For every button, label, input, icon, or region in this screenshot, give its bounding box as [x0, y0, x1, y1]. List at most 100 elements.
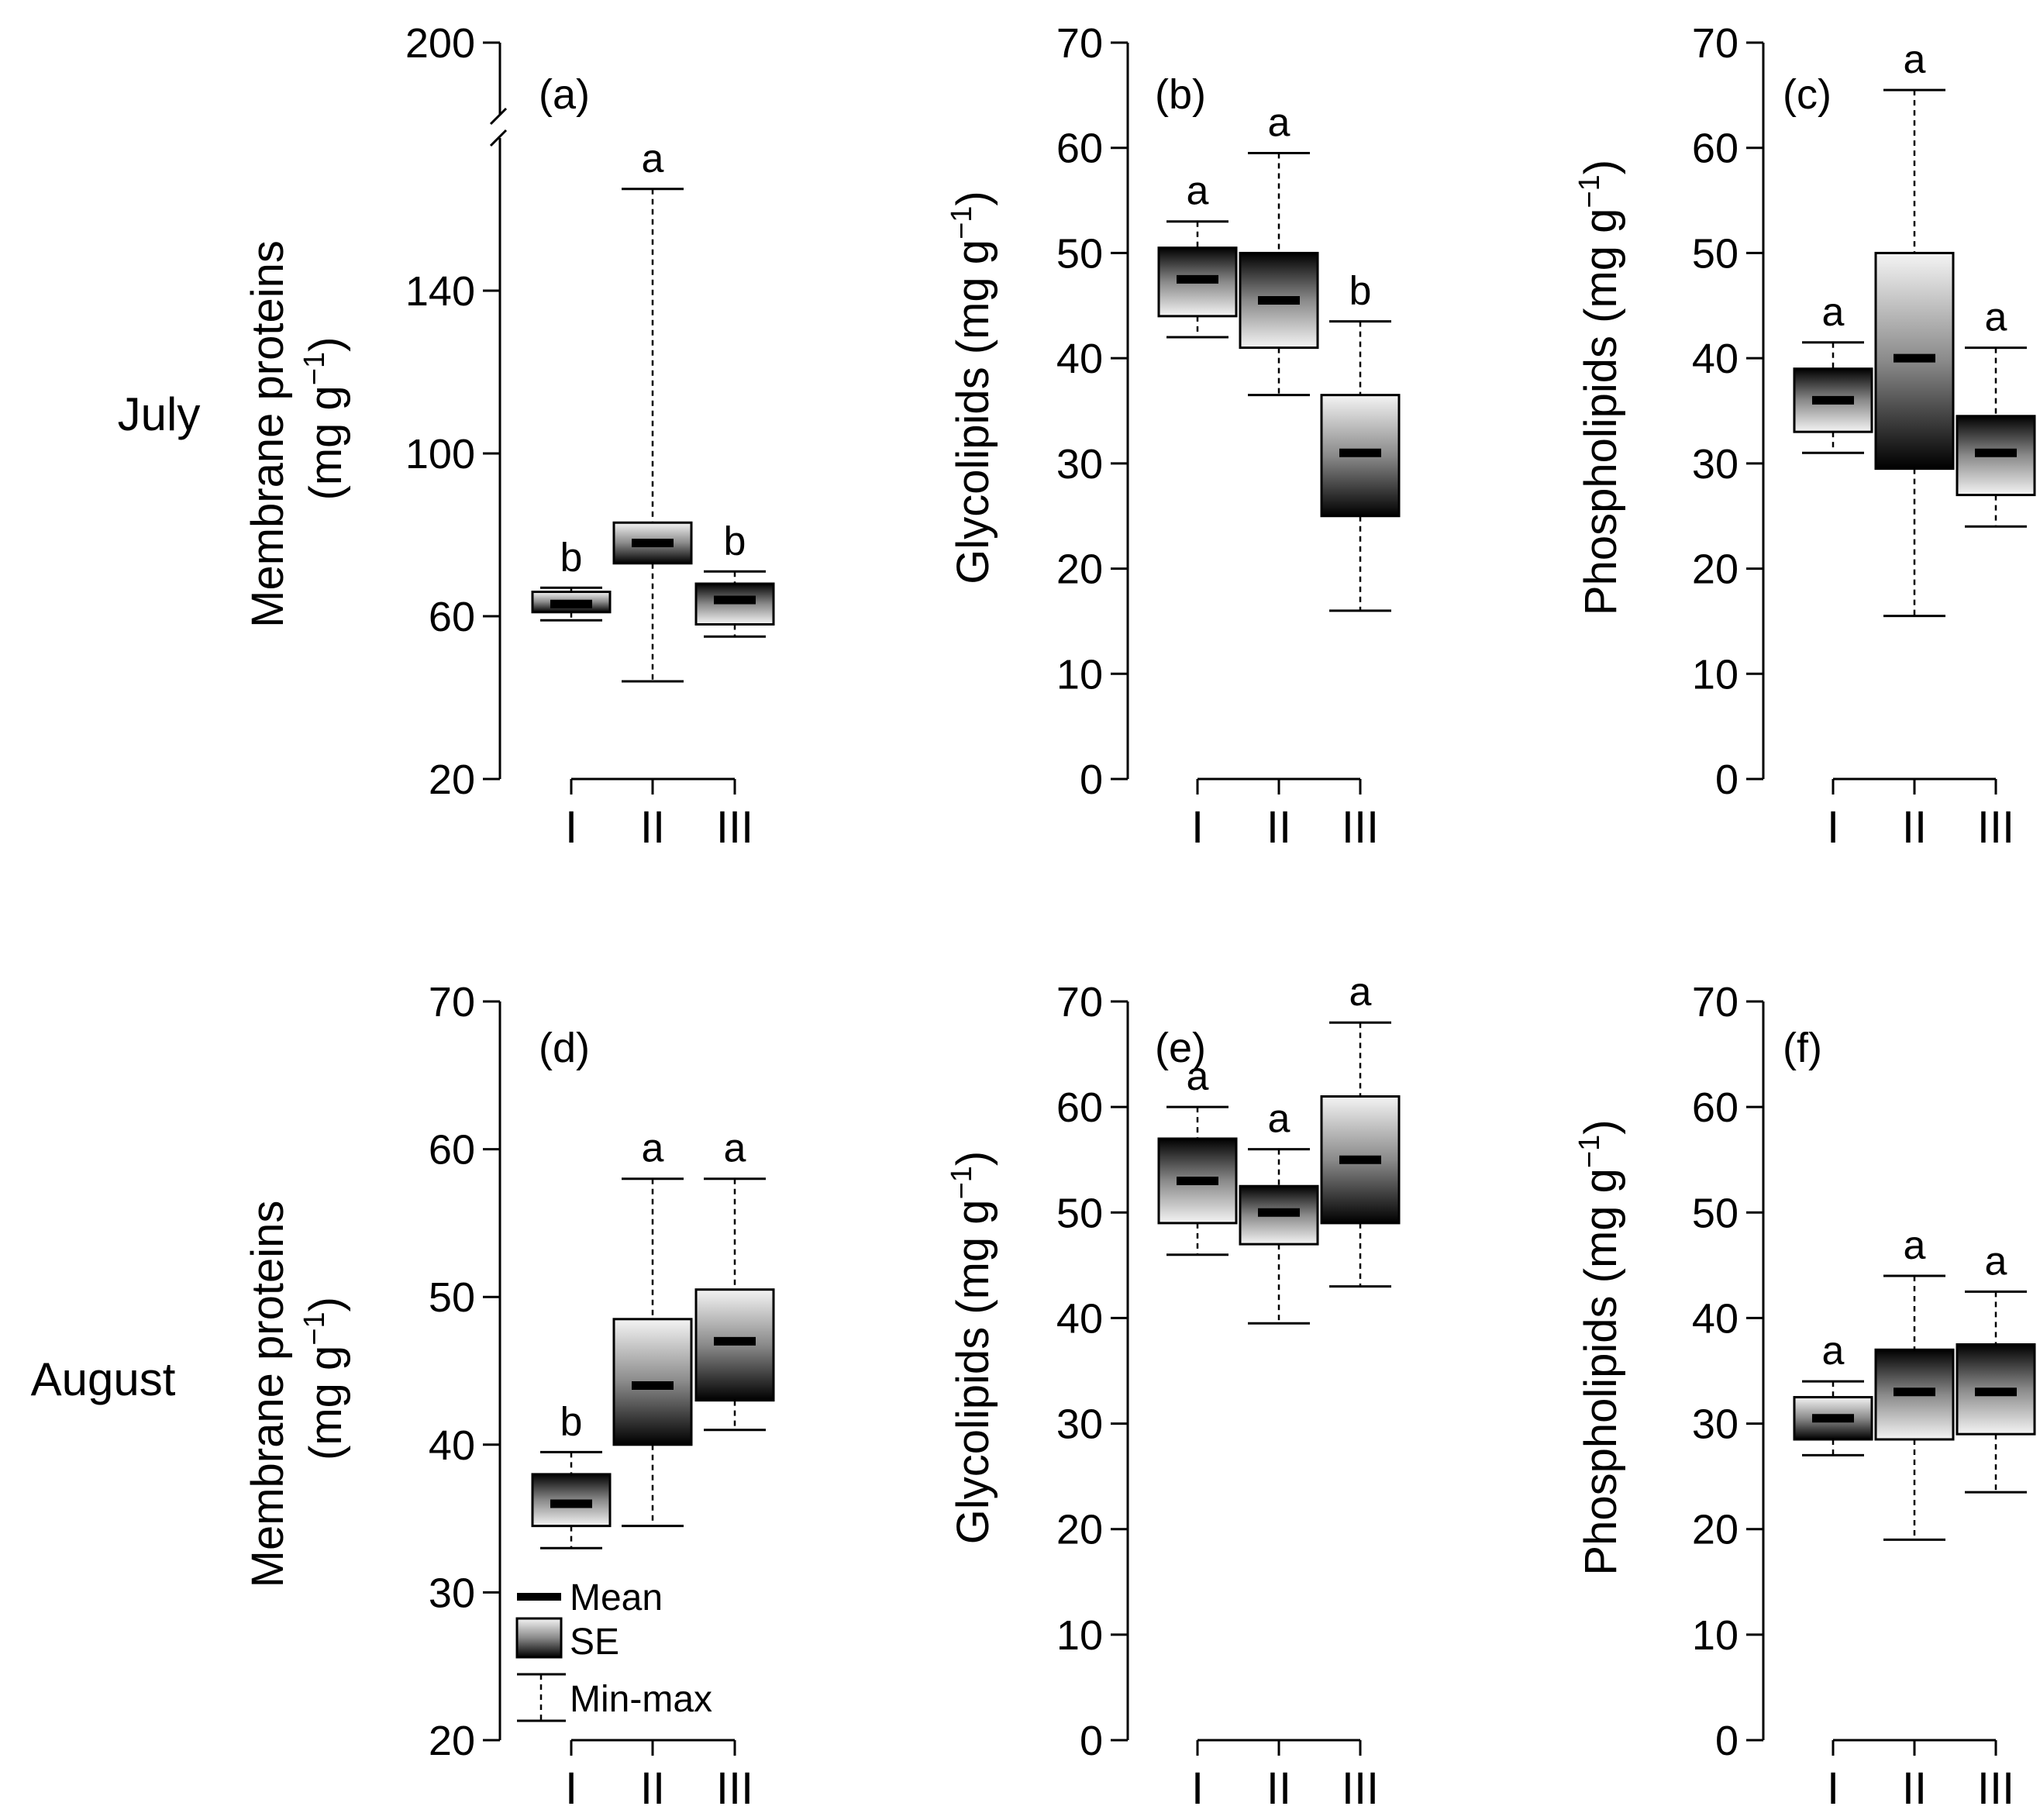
y-tick-label: 40 — [1692, 336, 1738, 382]
y-tick-label: 60 — [429, 1127, 475, 1174]
y-tick-label: 0 — [1080, 757, 1103, 803]
y-tick-label: 60 — [1056, 1084, 1103, 1131]
y-tick-label: 10 — [1692, 1612, 1738, 1659]
row-label-august: August — [31, 1353, 176, 1405]
x-tick-label: I — [1191, 802, 1204, 853]
box-III: a — [1956, 1239, 2036, 1494]
y-tick-label: 20 — [1692, 1507, 1738, 1553]
legend-se-swatch — [515, 1617, 563, 1659]
y-tick-label: 60 — [1056, 126, 1103, 172]
y-tick-label: 60 — [1692, 1084, 1738, 1131]
y-tick-label: 70 — [1692, 979, 1738, 1025]
y-axis-title: Membrane proteins — [243, 1201, 293, 1588]
y-tick-label: 50 — [1692, 1190, 1738, 1236]
y-tick-label: 0 — [1715, 757, 1738, 803]
box-III: a — [1320, 970, 1401, 1288]
x-tick-label: III — [716, 1763, 753, 1814]
panel-tag: (f) — [1783, 1025, 1822, 1071]
x-tick-label: II — [640, 1763, 665, 1814]
y-tick-label: 20 — [429, 1718, 475, 1764]
row-label-july: July — [118, 388, 201, 440]
box-I: a — [1157, 169, 1238, 339]
x-tick-label: III — [1342, 802, 1379, 853]
significance-letter: a — [1268, 1097, 1291, 1142]
y-tick-label: 20 — [1692, 546, 1738, 593]
x-tick-label: II — [1266, 1763, 1291, 1814]
box-III: a — [694, 1126, 775, 1432]
y-tick-label: 70 — [1056, 979, 1103, 1025]
se-box — [1320, 394, 1401, 518]
y-tick-label: 70 — [429, 979, 475, 1025]
y-tick-label: 70 — [1692, 20, 1738, 67]
box-II: a — [1874, 1223, 1955, 1541]
box-I: b — [531, 1399, 612, 1549]
y-tick-label: 40 — [1056, 336, 1103, 382]
legend-minmax-text: Min-max — [570, 1679, 712, 1720]
significance-letter: b — [724, 519, 746, 564]
y-tick-label: 40 — [429, 1422, 475, 1469]
box-II: a — [1874, 37, 1955, 618]
x-tick-label: III — [1977, 802, 2014, 853]
y-tick-label: 30 — [1692, 441, 1738, 488]
x-tick-label: II — [1902, 802, 1927, 853]
significance-letter: a — [1822, 290, 1845, 335]
significance-letter: b — [560, 535, 583, 580]
panel-tag: (a) — [539, 71, 590, 118]
y-axis-title: Glycolipids (mg g−1) — [946, 1151, 998, 1544]
box-I: a — [1793, 290, 1873, 454]
x-tick-label: I — [1827, 802, 1839, 853]
box-I: a — [1157, 1054, 1238, 1256]
se-box — [694, 1288, 775, 1402]
y-tick-label: 60 — [1692, 126, 1738, 172]
y-tick-label: 40 — [1056, 1295, 1103, 1342]
y-tick-label: 10 — [1056, 651, 1103, 698]
y-tick-label: 0 — [1715, 1718, 1738, 1764]
x-tick-label: II — [640, 802, 665, 853]
significance-letter: a — [1985, 1239, 2007, 1284]
significance-letter: a — [1822, 1329, 1845, 1374]
legend: Mean SE Min-max — [515, 1577, 712, 1722]
significance-letter: a — [642, 136, 664, 181]
box-II: a — [612, 136, 693, 683]
legend-mean-text: Mean — [570, 1577, 663, 1618]
box-II: a — [1239, 1097, 1319, 1325]
y-tick-label: 10 — [1056, 1612, 1103, 1659]
panel-tag: (c) — [1783, 71, 1832, 118]
significance-letter: a — [1187, 1054, 1209, 1099]
y-tick-label: 30 — [429, 1570, 475, 1616]
x-tick-label: I — [565, 1763, 577, 1814]
x-tick-label: III — [1977, 1763, 2014, 1814]
x-tick-label: II — [1902, 1763, 1927, 1814]
panel-tag: (e) — [1155, 1025, 1206, 1071]
significance-letter: b — [560, 1399, 583, 1444]
significance-letter: a — [1268, 101, 1291, 146]
y-tick-label: 100 — [405, 431, 475, 477]
x-tick-label: III — [1342, 1763, 1379, 1814]
y-axis-title: Phospholipids (mg g−1) — [1573, 160, 1626, 615]
y-axis-title: Glycolipids (mg g−1) — [946, 191, 998, 584]
box-III: a — [1956, 295, 2036, 528]
se-box — [1793, 367, 1873, 433]
panel-tag: (d) — [539, 1025, 590, 1071]
y-axis-unit: (mg g−1) — [298, 1297, 351, 1460]
y-axis-title: Phospholipids (mg g−1) — [1573, 1119, 1626, 1575]
y-tick-label: 20 — [1056, 1507, 1103, 1553]
significance-letter: a — [1187, 169, 1209, 214]
significance-letter: b — [1349, 269, 1372, 314]
significance-letter: a — [642, 1126, 664, 1171]
y-axis-title: Membrane proteins — [243, 240, 293, 628]
significance-letter: a — [724, 1126, 746, 1171]
y-tick-label: 50 — [1692, 230, 1738, 277]
x-tick-label: I — [565, 802, 577, 853]
y-tick-label: 200 — [405, 20, 475, 67]
y-tick-label: 30 — [1692, 1401, 1738, 1448]
y-tick-label: 140 — [405, 268, 475, 315]
x-tick-label: I — [1191, 1763, 1204, 1814]
significance-letter: a — [1349, 970, 1372, 1015]
y-tick-label: 50 — [1056, 1190, 1103, 1236]
